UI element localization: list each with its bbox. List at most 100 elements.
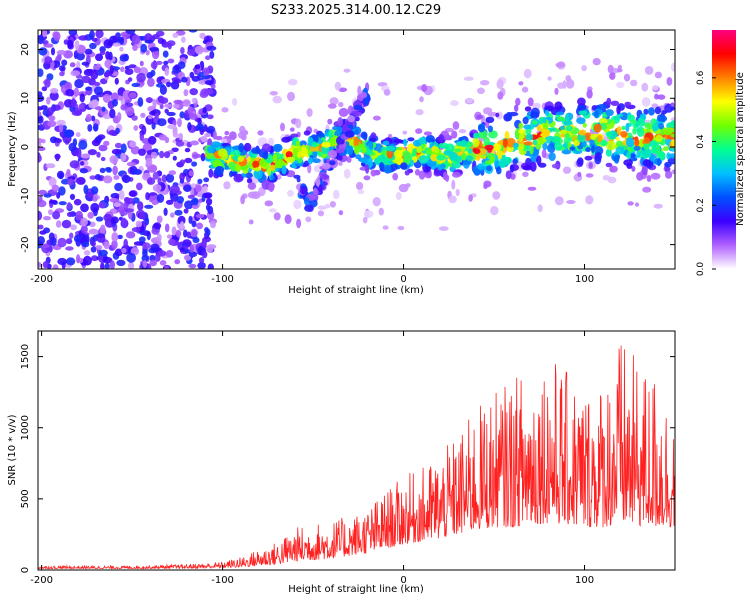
spectrogram-cell — [613, 115, 621, 121]
spectrogram-cell — [285, 156, 296, 163]
spectrogram-cell — [38, 36, 44, 45]
spectrogram-cell — [272, 143, 283, 153]
spectrogram-cell — [58, 186, 66, 196]
spectrogram-cell — [329, 97, 339, 105]
colorbar: 0.0 0.2 0.4 0.6 Normalized spectral amplitu… — [696, 30, 746, 276]
spectrogram-cell — [119, 54, 128, 62]
spectrogram-y-label: Frequency (Hz) — [7, 111, 18, 187]
spectrogram-cell — [95, 30, 104, 39]
spectrogram-cell — [448, 151, 458, 161]
spectrogram-cell — [168, 170, 176, 176]
spectrogram-cell — [305, 216, 312, 223]
spectrogram-cell — [270, 175, 275, 181]
spectrogram-cell — [487, 125, 493, 133]
spectrogram-cell — [613, 154, 620, 164]
spectrogram-cell — [513, 142, 519, 148]
spectrogram-cell — [183, 184, 192, 192]
spectrogram-cell — [147, 135, 157, 145]
colorbar-tick-label: 0.4 — [696, 134, 706, 149]
spectrogram-cell — [593, 110, 600, 119]
spectrogram-cell — [239, 125, 246, 134]
spectrogram-cell — [289, 127, 295, 132]
spectrogram-cell — [605, 162, 613, 168]
spectrogram-cell — [133, 169, 142, 175]
spectrogram-cell — [128, 190, 137, 197]
spectrogram-cell — [383, 89, 391, 96]
spectrogram-cell — [605, 148, 612, 157]
spectrogram-cell — [293, 174, 301, 179]
spectrogram-cell — [80, 217, 88, 227]
spectrogram-cell — [554, 101, 563, 111]
spectrogram-cell — [166, 234, 173, 239]
spectrogram-cell — [372, 197, 381, 207]
spectrogram-cell — [56, 170, 65, 179]
spectrogram-cell — [43, 216, 51, 221]
spectrogram-cell — [177, 215, 186, 225]
spectrogram-cell — [90, 246, 97, 253]
spectrogram-cell — [130, 145, 140, 155]
spectrogram-cell — [623, 73, 631, 82]
spectrogram-cell — [91, 240, 96, 247]
spectrogram-cell — [136, 182, 143, 191]
spectrogram-cell — [554, 87, 559, 95]
spectrogram-cell — [140, 112, 146, 118]
spectrogram-cell — [137, 201, 144, 211]
spectrogram-cell — [529, 161, 537, 172]
x-tick-label: 0 — [400, 575, 406, 586]
spectrogram-cell — [48, 177, 57, 187]
spectrogram-cell — [131, 82, 141, 88]
spectrogram-cell — [616, 126, 622, 135]
spectrogram-cell — [536, 155, 542, 166]
spectrogram-cell — [174, 259, 181, 265]
spectrogram-cell — [662, 146, 670, 152]
spectrogram-cell — [73, 234, 82, 243]
spectrogram-cell — [80, 225, 88, 234]
spectrogram-cell — [629, 153, 636, 158]
spectrogram-cell — [188, 263, 197, 269]
spectrogram-cell — [194, 185, 202, 192]
spectrogram-cell — [529, 145, 534, 155]
spectrogram-cell — [66, 169, 71, 177]
spectrogram-cell — [551, 163, 561, 169]
spectrogram-cell — [191, 204, 199, 210]
spectrogram-cell — [490, 156, 495, 163]
spectrogram-cell — [48, 115, 56, 121]
spectrogram-cell — [636, 148, 641, 159]
spectrogram-cell — [85, 113, 92, 122]
spectrogram-cell — [204, 227, 209, 233]
spectrogram-cell — [116, 259, 126, 267]
spectrogram-cell — [142, 260, 147, 268]
spectrogram-cell — [599, 122, 608, 131]
spectrogram-cell — [42, 30, 48, 38]
spectrogram-cell — [87, 211, 94, 219]
snr-x-axis: -200 -100 0 100 — [30, 331, 594, 586]
spectrogram-cell — [206, 153, 213, 160]
spectrogram-cell — [415, 128, 423, 134]
spectrogram-cell — [232, 155, 239, 161]
spectrogram-cell — [121, 217, 127, 225]
spectrogram-cell — [199, 32, 206, 39]
spectrogram-cell — [131, 227, 141, 233]
spectrogram-cell — [268, 208, 277, 213]
spectrogram-cell — [145, 157, 153, 167]
spectrogram-cell — [671, 139, 675, 146]
spectrogram-cell — [59, 71, 65, 77]
spectrogram-cell — [58, 124, 64, 133]
spectrogram-cell — [166, 81, 172, 88]
x-tick-label: -100 — [211, 575, 234, 586]
spectrogram-cell — [194, 64, 201, 70]
spectrogram-cell — [95, 216, 104, 222]
spectrogram-cell — [418, 155, 429, 164]
spectrogram-cell — [248, 219, 254, 225]
spectrogram-cell — [641, 82, 649, 92]
spectrogram-cell — [505, 111, 513, 122]
spectrogram-cell — [74, 40, 80, 51]
spectrogram-cell — [362, 216, 368, 224]
spectrogram-cell — [196, 222, 204, 230]
spectrogram-cell — [70, 224, 77, 231]
spectrogram-cell — [152, 184, 162, 192]
spectrogram-cell — [147, 77, 155, 87]
spectrogram-cell — [332, 189, 340, 200]
spectrogram-cell — [577, 104, 587, 111]
spectrogram-cell — [164, 67, 170, 76]
